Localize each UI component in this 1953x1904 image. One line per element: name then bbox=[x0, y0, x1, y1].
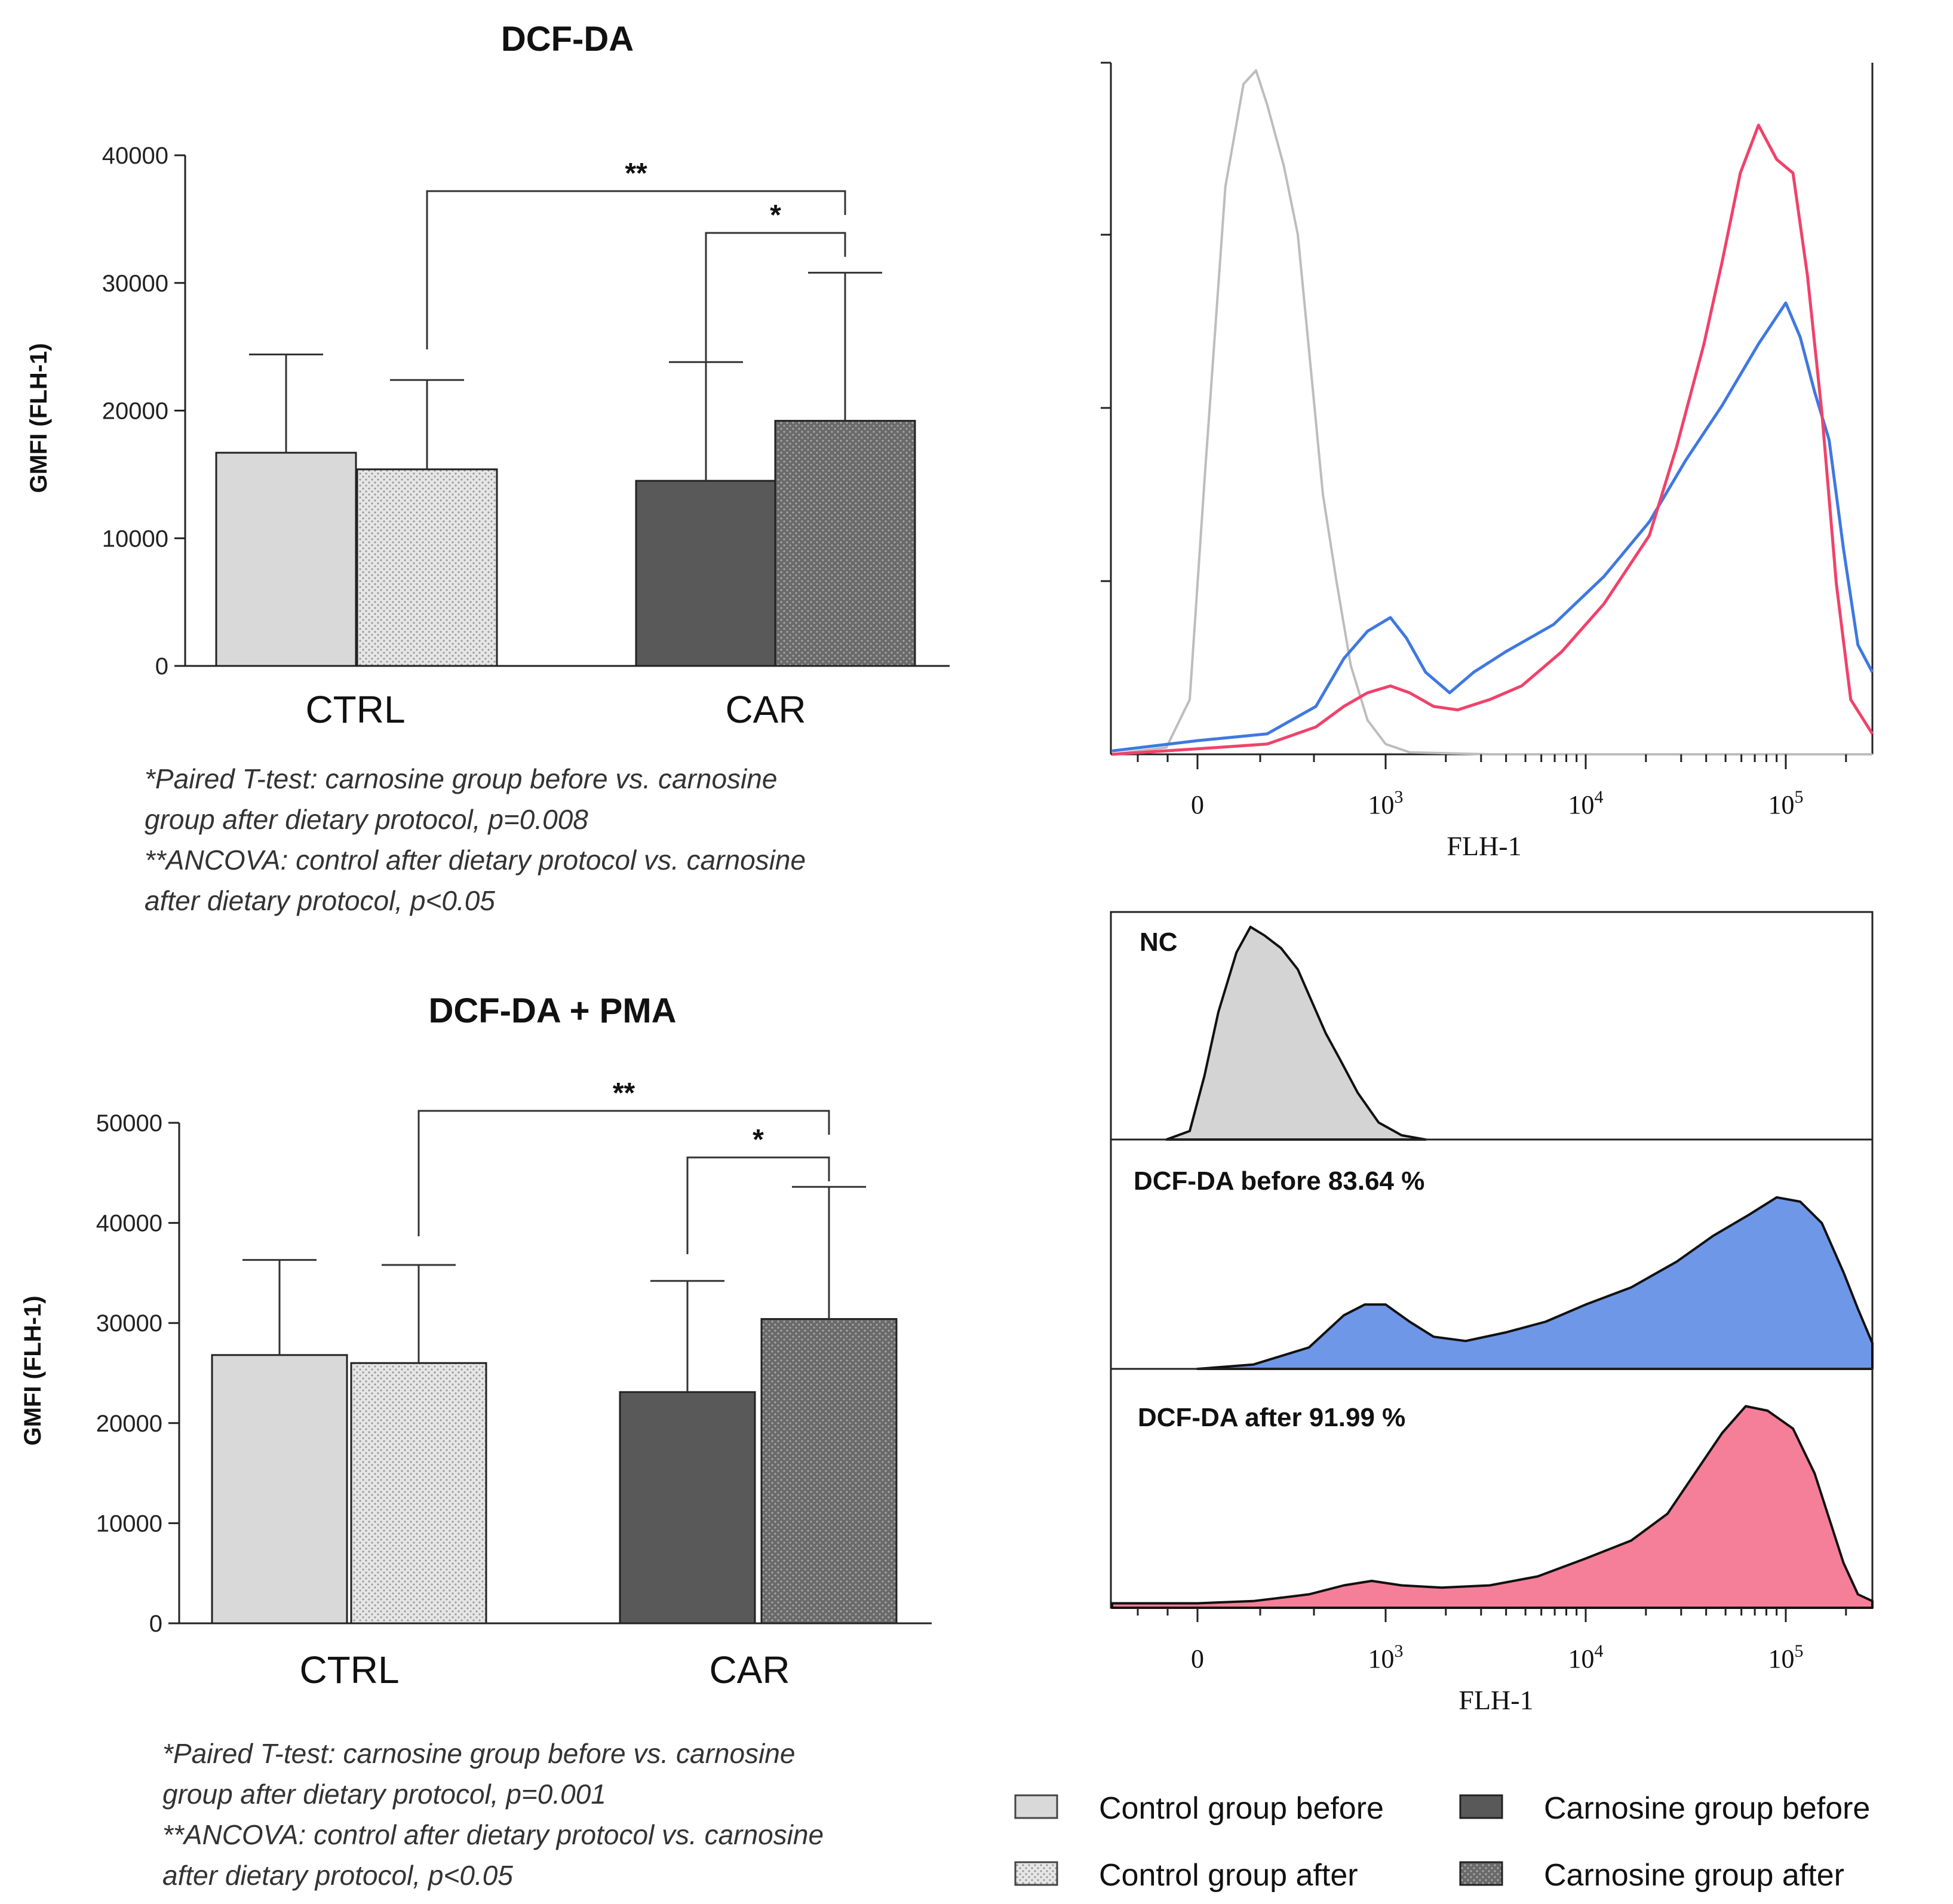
legend: Control group before Carnosine group bef… bbox=[1014, 1791, 1870, 1893]
y-tick-label: 20000 bbox=[102, 398, 168, 425]
bar-control-group-before bbox=[215, 452, 357, 667]
histogram-curve-nc bbox=[1111, 69, 1872, 756]
stat-note-4: after dietary protocol, p<0.05 bbox=[145, 885, 495, 916]
x-tick-label: 105 bbox=[1768, 787, 1804, 819]
x-category-label: CTRL bbox=[305, 688, 405, 731]
legend-label-carnosine-after: Carnosine group after bbox=[1544, 1858, 1844, 1893]
x-tick-label: 0 bbox=[1191, 1644, 1204, 1673]
significance-bracket bbox=[417, 1110, 830, 1236]
significance-label: * bbox=[770, 199, 781, 231]
histogram-area-dcf-da-before-83-64 bbox=[1196, 1196, 1874, 1370]
stat-note-1: *Paired T-test: carnosine group before v… bbox=[145, 763, 777, 794]
legend-swatch-control-before bbox=[1014, 1794, 1058, 1819]
histogram-area-nc bbox=[1165, 926, 1427, 1141]
stat-note-3: **ANCOVA: control after dietary protocol… bbox=[162, 1819, 824, 1850]
bar-control-group-after bbox=[350, 1362, 487, 1624]
histogram-area-dcf-da-after-91-99 bbox=[1111, 1405, 1874, 1609]
x-tick-label: 0 bbox=[1191, 790, 1204, 819]
y-tick-label: 30000 bbox=[102, 271, 168, 297]
legend-swatch-control-after bbox=[1014, 1861, 1058, 1886]
legend-swatch-carnosine-after bbox=[1459, 1861, 1503, 1886]
bar-chart-dcf-da: DCF-DA GMFI (FLH-1) 0 10000 20000 30000 4000… bbox=[26, 20, 950, 916]
legend-swatch-carnosine-before bbox=[1459, 1794, 1503, 1819]
legend-label-control-before: Control group before bbox=[1099, 1791, 1384, 1826]
flow-histogram-stacked: NC DCF-DA before 83.64 % DCF-DA after 91.9… bbox=[1110, 911, 1874, 1715]
stat-note-4: after dietary protocol, p<0.05 bbox=[162, 1860, 513, 1891]
flow-histogram-overlay: 0 103 104 105 FLH-1 bbox=[1101, 62, 1874, 861]
bar-carnosine-group-after bbox=[774, 420, 916, 667]
x-tick-label: 104 bbox=[1568, 1641, 1604, 1673]
stat-note-2: group after dietary protocol, p=0.008 bbox=[145, 804, 588, 835]
bar-control-group-before bbox=[211, 1354, 348, 1624]
stat-note-1: *Paired T-test: carnosine group before v… bbox=[162, 1738, 795, 1769]
x-axis-label: FLH-1 bbox=[1458, 1685, 1533, 1715]
panel-label: DCF-DA before 83.64 % bbox=[1134, 1166, 1424, 1196]
y-tick-label: 30000 bbox=[96, 1310, 162, 1337]
y-tick-label: 0 bbox=[149, 1611, 162, 1637]
x-axis-label: FLH-1 bbox=[1447, 831, 1521, 861]
bar-control-group-after bbox=[356, 468, 498, 667]
stat-note-3: **ANCOVA: control after dietary protocol… bbox=[145, 844, 806, 876]
significance-label: ** bbox=[613, 1077, 635, 1109]
panel-label: DCF-DA after 91.99 % bbox=[1138, 1403, 1405, 1432]
legend-label-control-after: Control group after bbox=[1099, 1858, 1358, 1893]
x-category-label: CTRL bbox=[299, 1648, 399, 1691]
panel-label: NC bbox=[1140, 928, 1178, 957]
significance-bracket bbox=[686, 1156, 830, 1254]
significance-label: ** bbox=[625, 158, 647, 189]
x-category-label: CAR bbox=[709, 1648, 790, 1691]
chart-title: DCF-DA bbox=[501, 20, 634, 59]
significance-bracket bbox=[705, 232, 846, 368]
y-tick-label: 40000 bbox=[102, 143, 168, 169]
histogram-curve-dcf-da-before bbox=[1111, 301, 1874, 753]
x-tick-label: 105 bbox=[1768, 1641, 1804, 1673]
x-tick-label: 103 bbox=[1368, 787, 1404, 819]
bar-chart-dcf-da-pma: DCF-DA + PMA GMFI (FLH-1) 0 10000 20000 300… bbox=[20, 991, 932, 1891]
y-tick-label: 10000 bbox=[96, 1510, 162, 1537]
stat-note-2: group after dietary protocol, p=0.001 bbox=[162, 1779, 606, 1810]
y-axis-label: GMFI (FLH-1) bbox=[20, 1295, 46, 1445]
histogram-curve-dcf-da-after bbox=[1111, 124, 1874, 756]
y-tick-label: 0 bbox=[155, 653, 168, 680]
bar-carnosine-group-after bbox=[760, 1318, 898, 1624]
bar-carnosine-group-before bbox=[619, 1391, 756, 1624]
significance-bracket bbox=[426, 190, 846, 349]
y-axis-label: GMFI (FLH-1) bbox=[26, 343, 52, 493]
legend-label-carnosine-before: Carnosine group before bbox=[1544, 1791, 1870, 1826]
y-tick-label: 40000 bbox=[96, 1211, 162, 1237]
x-tick-label: 104 bbox=[1568, 787, 1604, 819]
significance-label: * bbox=[753, 1124, 764, 1156]
bar-carnosine-group-before bbox=[635, 480, 777, 667]
y-tick-label: 10000 bbox=[102, 526, 168, 552]
x-category-label: CAR bbox=[725, 688, 806, 731]
chart-title: DCF-DA + PMA bbox=[428, 991, 676, 1030]
y-tick-label: 50000 bbox=[96, 1110, 162, 1137]
y-tick-label: 20000 bbox=[96, 1411, 162, 1437]
x-tick-label: 103 bbox=[1368, 1641, 1404, 1673]
